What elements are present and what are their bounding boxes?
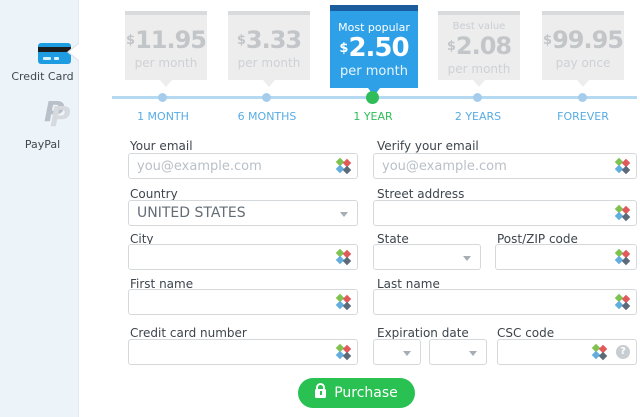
timeline-dot-forever[interactable]	[578, 93, 587, 102]
duration-label-1-year[interactable]: 1 YEAR	[353, 110, 393, 123]
csc-input[interactable]	[497, 339, 637, 365]
card-stripe	[38, 47, 71, 52]
last-name-input[interactable]	[373, 289, 637, 315]
dropdown-arrow-icon	[340, 212, 348, 217]
timeline-dot-1-month[interactable]	[158, 93, 167, 102]
country-value: UNITED STATES	[137, 205, 246, 221]
selected-notch	[69, 43, 80, 61]
plan-badge: Most popular	[338, 20, 410, 34]
duration-label-6-months[interactable]: 6 MONTHS	[237, 110, 297, 123]
plan-topbar	[330, 5, 418, 11]
dropdown-arrow-icon	[469, 351, 477, 356]
plan-price: $11.95	[126, 25, 207, 54]
plan-period: per month	[447, 62, 511, 76]
email-label: Your email	[130, 139, 193, 153]
plan-period: pay once	[555, 55, 611, 70]
city-input[interactable]	[128, 244, 358, 270]
csc-field-wrap: ?	[497, 339, 637, 365]
state-label: State	[377, 232, 409, 246]
plan-card-2-years[interactable]: Best value $2.08 per month	[438, 11, 520, 87]
purchase-button[interactable]: Purchase	[298, 378, 415, 408]
plan-pointer	[160, 80, 172, 87]
plan-topbar	[438, 11, 520, 15]
last-name-label: Last name	[377, 277, 440, 291]
verify-email-input[interactable]	[373, 153, 637, 179]
plan-topbar	[228, 11, 310, 15]
card-number-field-wrap	[128, 339, 358, 365]
plan-period: per month	[237, 55, 301, 70]
plan-price: $3.33	[236, 25, 302, 54]
street-field-wrap	[373, 200, 637, 226]
zip-input[interactable]	[495, 244, 637, 270]
timeline-dot-2-years[interactable]	[473, 93, 482, 102]
expiration-year-select[interactable]	[429, 339, 487, 365]
card-dash	[43, 57, 51, 60]
first-name-label: First name	[130, 277, 194, 291]
credit-card-icon	[38, 43, 71, 64]
plan-topbar	[125, 11, 207, 15]
purchase-button-label: Purchase	[334, 385, 398, 401]
dropdown-arrow-icon	[463, 256, 471, 261]
lock-icon	[315, 382, 327, 398]
duration-label-forever[interactable]: FOREVER	[557, 110, 609, 123]
first-name-input[interactable]	[128, 289, 358, 315]
paypal-icon: P P	[44, 95, 71, 133]
verify-email-field-wrap	[373, 153, 637, 179]
plan-card-6-months[interactable]: $3.33 per month	[228, 11, 310, 87]
street-label: Street address	[377, 187, 465, 201]
zip-label: Post/ZIP code	[497, 232, 578, 246]
plan-badge: Best value	[452, 21, 506, 32]
country-label: Country	[130, 187, 178, 201]
plan-price: $99.95	[543, 25, 624, 54]
card-number-label: Credit card number	[130, 326, 247, 340]
city-label: City	[130, 232, 154, 246]
timeline-dot-1-year-selected[interactable]	[366, 91, 379, 104]
plan-card-forever[interactable]: $99.95 pay once	[542, 11, 624, 87]
plan-pointer	[473, 80, 485, 87]
card-dash	[54, 57, 59, 60]
plan-topbar	[542, 11, 624, 15]
plan-card-1-month[interactable]: $11.95 per month	[125, 11, 207, 87]
zip-field-wrap	[495, 244, 637, 270]
plan-pointer	[263, 80, 275, 87]
credit-card-label: Credit Card	[11, 70, 74, 83]
csc-label: CSC code	[497, 326, 555, 340]
state-select[interactable]	[373, 244, 481, 270]
duration-label-1-month[interactable]: 1 MONTH	[137, 110, 189, 123]
dropdown-arrow-icon	[403, 351, 411, 356]
verify-email-label: Verify your email	[377, 139, 479, 153]
expiration-label: Expiration date	[377, 326, 469, 340]
duration-label-2-years[interactable]: 2 YEARS	[454, 110, 502, 123]
first-name-field-wrap	[128, 289, 358, 315]
question-help-icon[interactable]: ?	[616, 345, 630, 359]
timeline-dot-6-months[interactable]	[262, 93, 271, 102]
paypal-label: PayPal	[24, 138, 61, 151]
plan-price: $2.50	[339, 32, 409, 63]
plan-price: $2.08	[446, 32, 512, 60]
plan-period: per month	[134, 55, 198, 70]
plan-card-1-year-selected[interactable]: Most popular $2.50 per month	[330, 5, 418, 96]
email-field-wrap	[128, 153, 358, 179]
plan-pointer	[577, 80, 589, 87]
expiration-month-select[interactable]	[373, 339, 421, 365]
country-select[interactable]: UNITED STATES	[128, 200, 358, 226]
card-number-input[interactable]	[128, 339, 358, 365]
email-input[interactable]	[128, 153, 358, 179]
plan-period: per month	[340, 63, 408, 79]
last-name-field-wrap	[373, 289, 637, 315]
payment-method-sidebar: Credit Card P P PayPal	[0, 0, 79, 417]
street-input[interactable]	[373, 200, 637, 226]
city-field-wrap	[128, 244, 358, 270]
